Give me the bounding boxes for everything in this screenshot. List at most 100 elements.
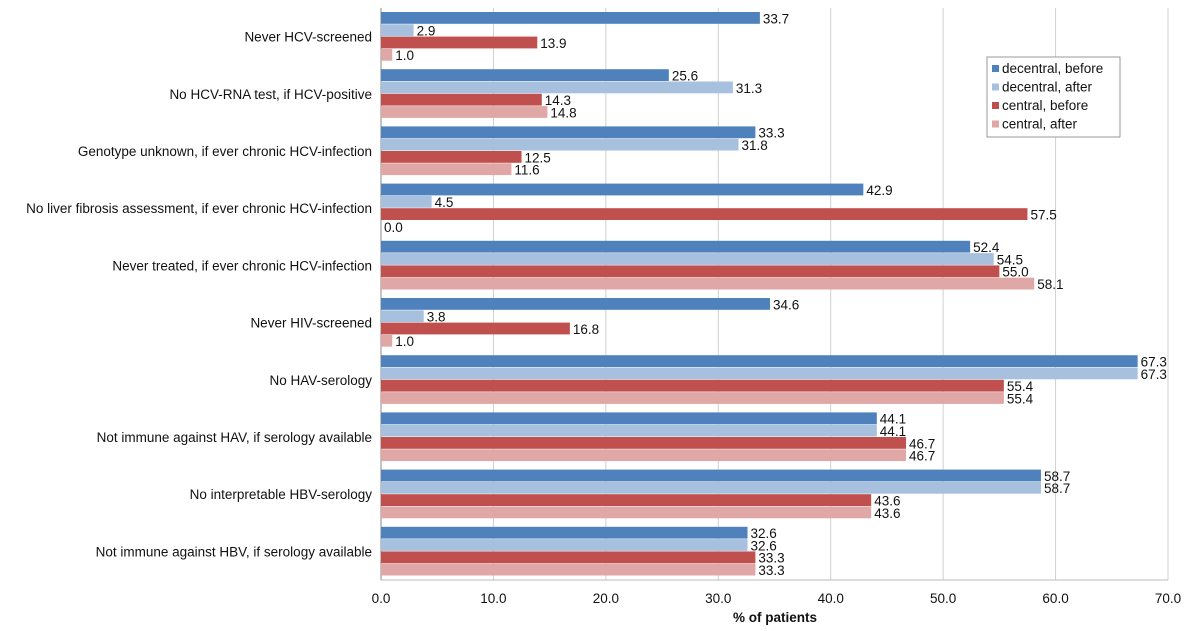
bar xyxy=(381,310,424,323)
data-label: 3.8 xyxy=(427,310,446,325)
x-tick-label: 10.0 xyxy=(480,591,506,606)
bar xyxy=(381,126,756,139)
bar xyxy=(381,424,877,437)
legend-entry: decentral, before xyxy=(1002,61,1103,76)
category-label: No liver fibrosis assessment, if ever ch… xyxy=(26,201,372,216)
bar xyxy=(381,253,994,265)
bar xyxy=(381,334,393,347)
data-label: 32.6 xyxy=(751,526,777,541)
bar xyxy=(381,151,522,163)
data-label: 42.9 xyxy=(866,183,892,198)
bar xyxy=(381,240,971,253)
data-label: 25.6 xyxy=(672,69,698,84)
legend-swatch xyxy=(992,65,999,72)
legend-swatch xyxy=(992,102,999,109)
data-label: 55.0 xyxy=(1002,265,1028,280)
bar xyxy=(381,106,548,118)
data-label: 58.7 xyxy=(1044,481,1070,496)
bar xyxy=(381,379,1004,392)
x-tick-label: 70.0 xyxy=(1155,591,1181,606)
bar xyxy=(381,526,748,539)
legend: decentral, before decentral, after central… xyxy=(986,56,1121,138)
bar xyxy=(381,183,864,196)
data-label: 43.6 xyxy=(874,506,900,521)
data-label: 4.5 xyxy=(435,195,454,210)
bar xyxy=(381,551,756,564)
category-label: No HAV-serology xyxy=(269,373,372,388)
legend-entry: central, after xyxy=(1002,117,1078,132)
category-label: Not immune against HBV, if serology avai… xyxy=(96,544,372,559)
data-label: 12.5 xyxy=(525,150,551,165)
category-label: No HCV-RNA test, if HCV-positive xyxy=(169,87,372,102)
category-label: Never treated, if ever chronic HCV-infec… xyxy=(112,258,372,273)
category-label: Genotype unknown, if ever chronic HCV-in… xyxy=(78,144,372,159)
bar xyxy=(381,563,756,576)
bar xyxy=(381,81,733,94)
bar xyxy=(381,539,748,551)
data-label: 33.3 xyxy=(758,126,784,141)
data-label: 44.1 xyxy=(880,424,906,439)
bar xyxy=(381,437,907,449)
bar xyxy=(381,322,570,335)
bar xyxy=(381,163,512,176)
legend-swatch xyxy=(992,120,999,128)
data-label: 44.1 xyxy=(880,412,906,427)
bar xyxy=(381,298,771,310)
bar xyxy=(381,355,1138,367)
x-tick-label: 30.0 xyxy=(705,591,731,606)
x-tick-label: 40.0 xyxy=(818,591,844,606)
x-tick-label: 20.0 xyxy=(593,591,619,606)
legend-entry: central, before xyxy=(1002,98,1088,113)
data-label: 46.7 xyxy=(909,449,935,464)
category-label: Never HIV-screened xyxy=(250,316,372,331)
data-label: 13.9 xyxy=(540,36,566,51)
data-label: 55.4 xyxy=(1007,379,1034,394)
data-label: 33.3 xyxy=(758,563,784,578)
bar xyxy=(381,69,669,81)
data-label: 67.3 xyxy=(1141,355,1167,370)
bar xyxy=(381,24,414,37)
bar xyxy=(381,506,872,519)
category-labels: Never HCV-screened No HCV-RNA test, if HC… xyxy=(26,30,372,560)
bar xyxy=(381,277,1035,290)
bar xyxy=(381,93,542,106)
bar xyxy=(381,138,739,151)
data-label: 0.0 xyxy=(384,220,403,235)
data-label: 46.7 xyxy=(909,436,935,451)
category-label: Never HCV-screened xyxy=(244,30,372,45)
data-label: 2.9 xyxy=(417,24,436,39)
data-label: 14.3 xyxy=(545,93,571,108)
legend-entry: decentral, after xyxy=(1002,80,1093,95)
data-label: 16.8 xyxy=(573,322,599,337)
data-label: 54.5 xyxy=(997,252,1023,267)
x-tick-label: 0.0 xyxy=(372,591,391,606)
data-label: 58.1 xyxy=(1037,277,1063,292)
category-label: Not immune against HAV, if serology avai… xyxy=(97,430,372,445)
data-label: 34.6 xyxy=(773,297,799,312)
bar xyxy=(381,469,1041,482)
data-label: 57.5 xyxy=(1030,208,1056,223)
bar xyxy=(381,195,432,208)
data-label: 43.6 xyxy=(874,494,900,509)
bar xyxy=(381,265,1000,278)
data-label: 55.4 xyxy=(1007,391,1034,406)
bar xyxy=(381,48,393,61)
data-label: 1.0 xyxy=(395,334,414,349)
bar xyxy=(381,392,1004,404)
bar xyxy=(381,449,907,462)
data-label: 67.3 xyxy=(1141,367,1167,382)
x-tick-label: 60.0 xyxy=(1042,591,1068,606)
bar xyxy=(381,208,1028,220)
x-tick-labels: 0.0 10.0 20.0 30.0 40.0 50.0 60.0 70.0 xyxy=(372,591,1182,606)
legend-box xyxy=(986,56,1121,138)
data-label: 1.0 xyxy=(395,48,414,63)
data-label: 58.7 xyxy=(1044,469,1070,484)
bar xyxy=(381,12,760,24)
data-label: 31.3 xyxy=(736,81,762,96)
data-label: 31.8 xyxy=(742,138,768,153)
bar xyxy=(381,481,1041,494)
bar xyxy=(381,412,877,425)
bar xyxy=(381,36,538,49)
bar xyxy=(381,367,1138,380)
